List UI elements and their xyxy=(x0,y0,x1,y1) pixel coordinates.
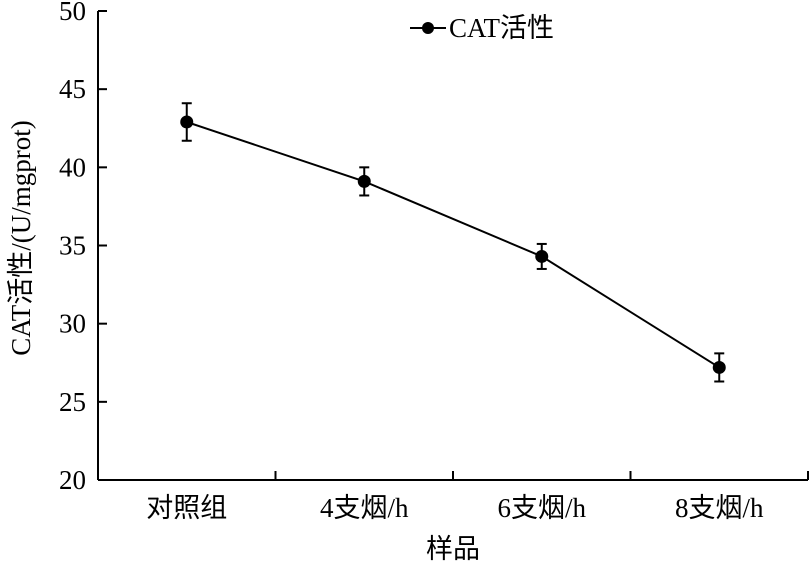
series-line xyxy=(186,121,720,369)
series-layer xyxy=(180,102,726,383)
x-tick-label: 对照组 xyxy=(146,493,227,523)
y-tick-label: 30 xyxy=(59,309,86,339)
y-tick-label: 35 xyxy=(59,231,86,261)
x-tick-label: 6支烟/h xyxy=(497,493,586,523)
y-tick-label: 50 xyxy=(59,0,86,26)
y-ticks: 20 25 30 35 40 45 50 xyxy=(59,0,107,495)
data-point xyxy=(535,249,549,263)
data-point xyxy=(357,174,371,188)
x-ticks: 对照组 4支烟/h 6支烟/h 8支烟/h xyxy=(146,471,809,523)
y-tick-label: 25 xyxy=(59,387,86,417)
y-tick-label: 20 xyxy=(59,465,86,495)
x-tick-label: 4支烟/h xyxy=(320,493,409,523)
x-axis-title: 样品 xyxy=(426,534,480,564)
plot-area: 20 25 30 35 40 45 50 对照组 4支烟/h 6支烟/h 8支烟/h xyxy=(59,0,809,523)
legend: CAT活性 xyxy=(410,13,554,43)
y-tick-label: 45 xyxy=(59,74,86,104)
y-axis-title: CAT活性/(U/mgprot) xyxy=(6,120,36,356)
data-point xyxy=(180,115,194,129)
legend-label: CAT活性 xyxy=(449,13,554,43)
x-tick-label: 8支烟/h xyxy=(675,493,764,523)
legend-marker xyxy=(422,22,434,34)
data-point xyxy=(712,360,726,374)
y-tick-label: 40 xyxy=(59,152,86,182)
